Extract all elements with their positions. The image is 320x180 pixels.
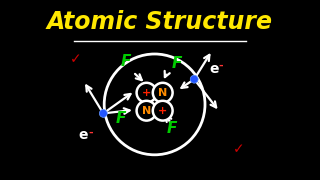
Circle shape (190, 75, 198, 83)
Circle shape (137, 83, 156, 103)
Text: +: + (142, 88, 151, 98)
Text: e: e (79, 128, 88, 142)
Circle shape (153, 83, 172, 103)
Text: -: - (219, 61, 223, 71)
Text: +: + (158, 106, 167, 116)
Circle shape (99, 109, 107, 117)
Text: N: N (142, 106, 151, 116)
Text: e: e (209, 62, 219, 76)
Text: F: F (116, 111, 126, 126)
Text: ✓: ✓ (233, 142, 244, 156)
Text: -: - (88, 128, 93, 138)
Text: F: F (166, 121, 177, 136)
Text: F: F (121, 54, 131, 69)
Circle shape (137, 101, 156, 121)
Text: N: N (158, 88, 167, 98)
Text: Atomic Structure: Atomic Structure (47, 10, 273, 34)
Circle shape (153, 101, 172, 121)
Text: F: F (172, 56, 182, 71)
Text: ✓: ✓ (69, 52, 81, 66)
